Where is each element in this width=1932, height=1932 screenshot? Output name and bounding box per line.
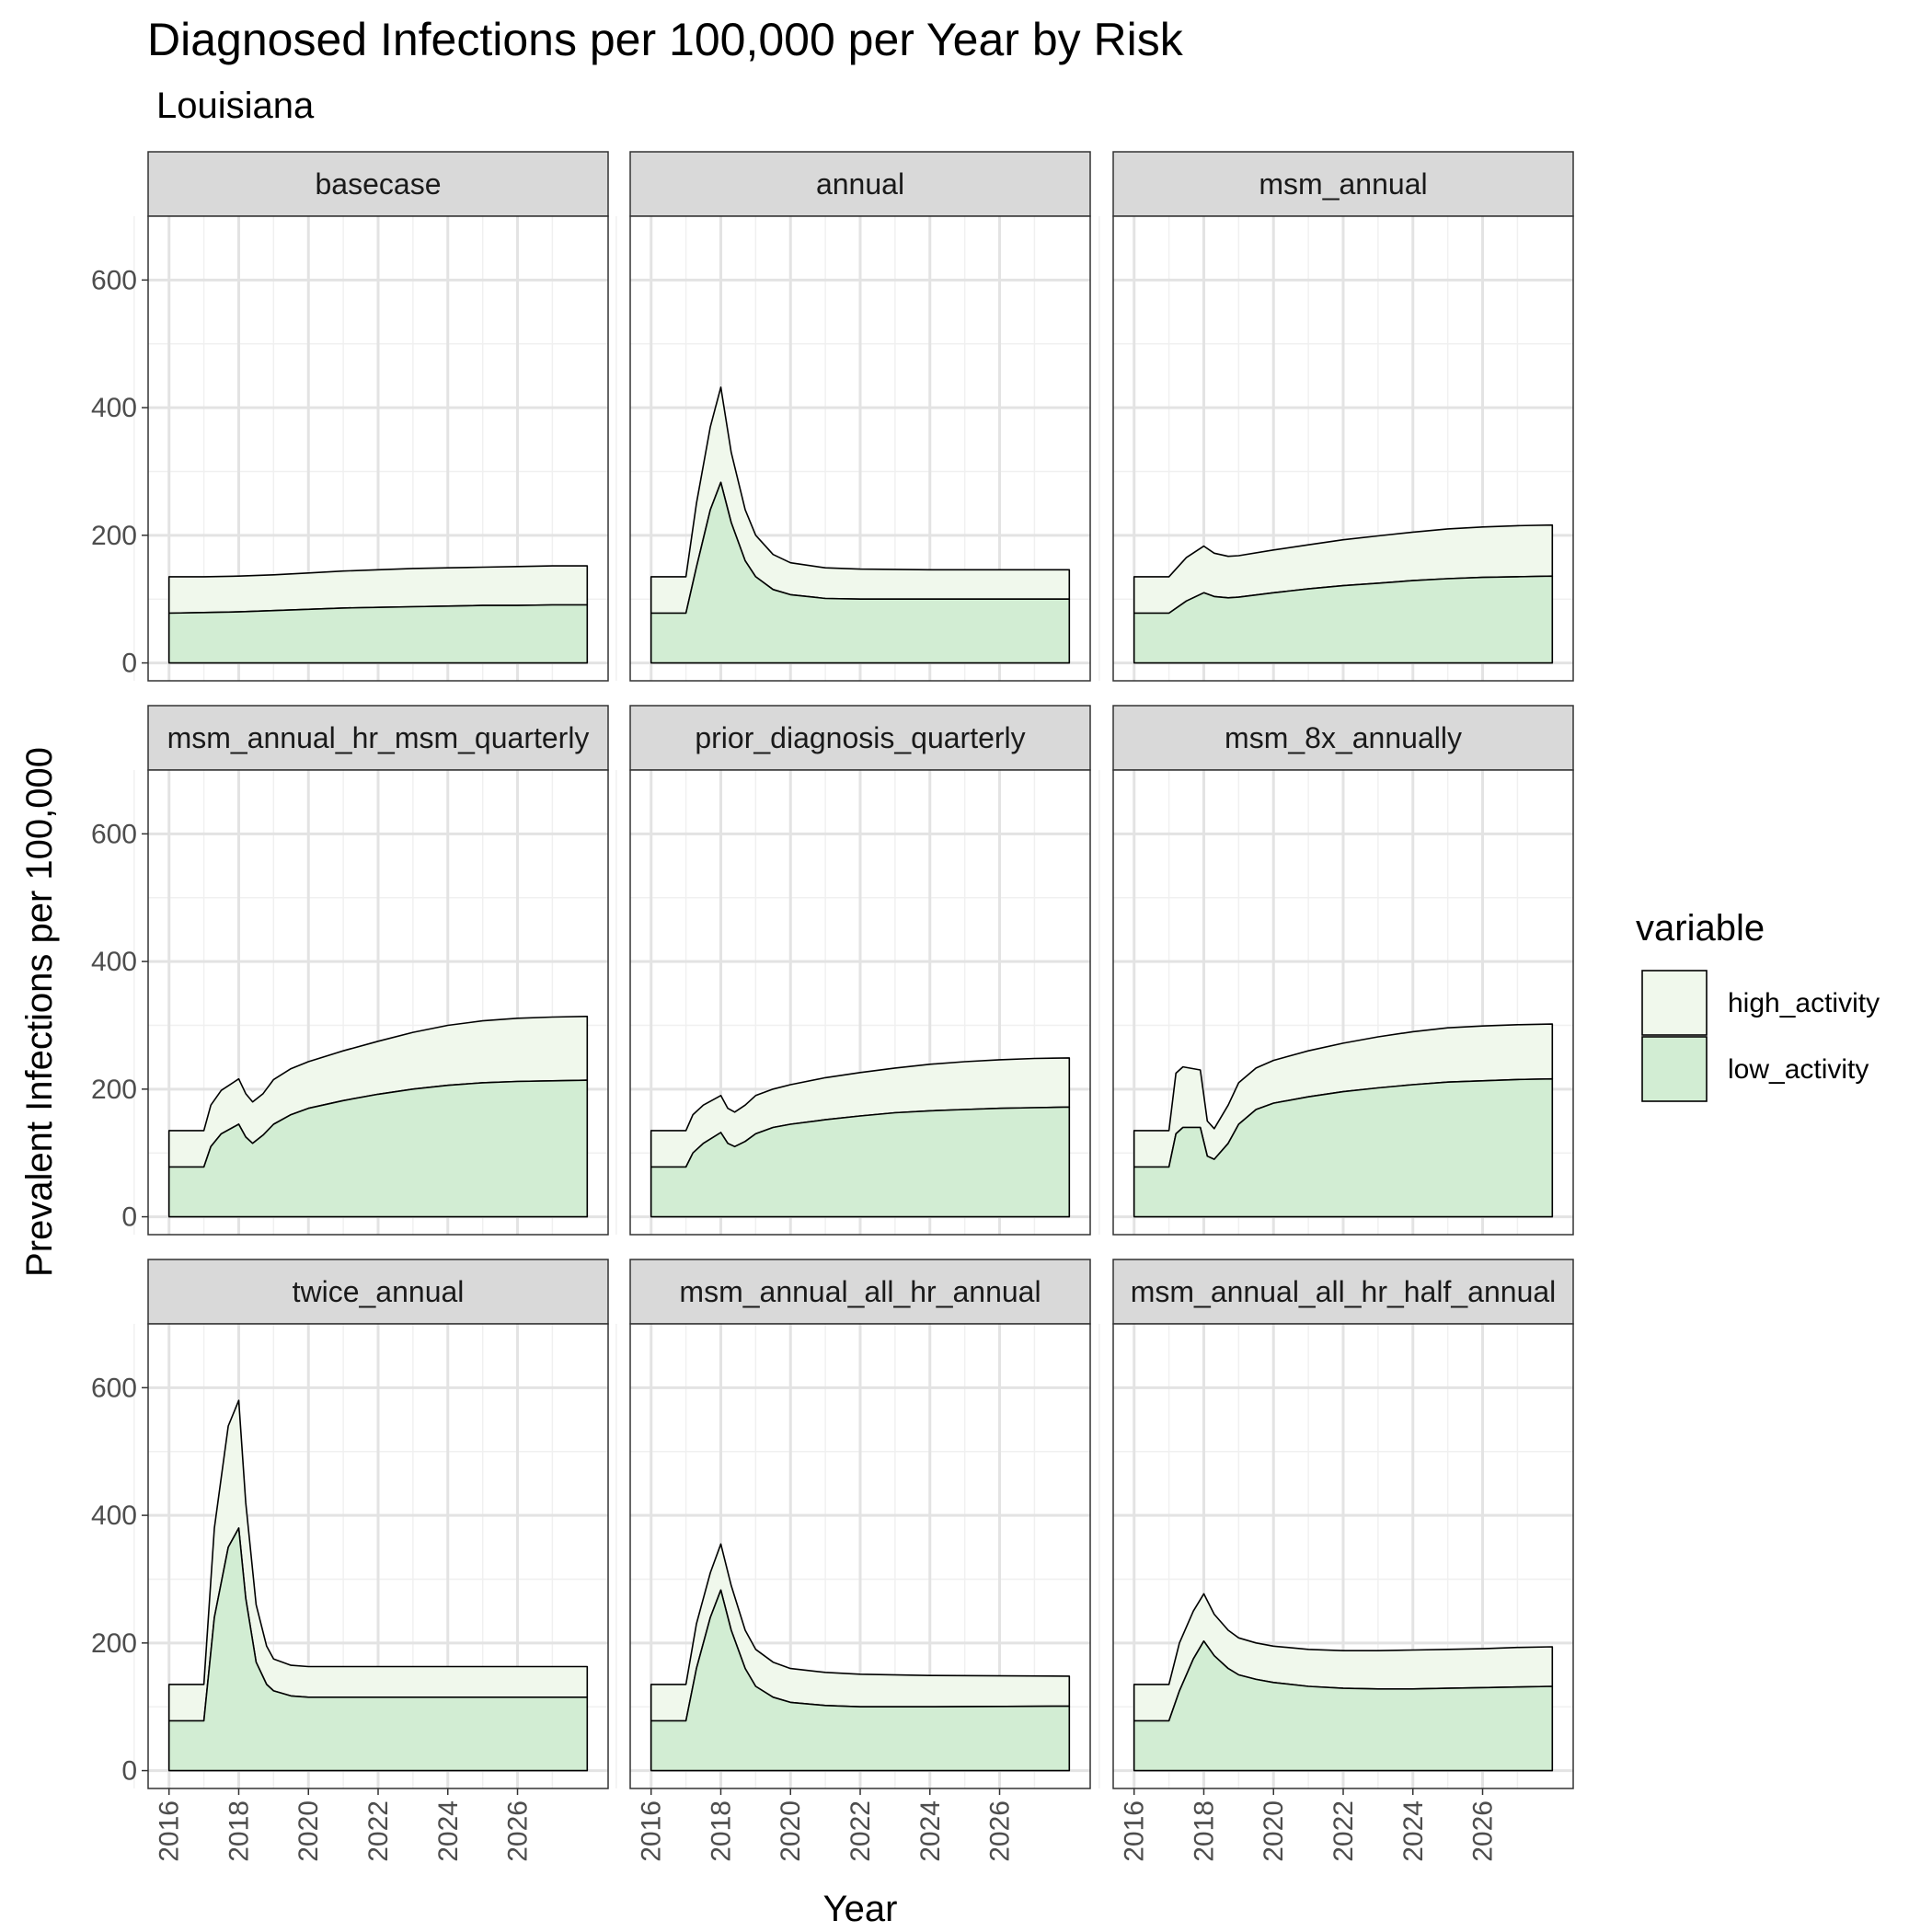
y-tick-label: 0	[121, 1202, 137, 1233]
facet-strip	[629, 705, 1091, 771]
panel-prior_diagnosis_quarterly: prior_diagnosis_quarterly	[615, 705, 1091, 1236]
panel-border	[1112, 215, 1574, 682]
x-tick-label: 2026	[1468, 1800, 1499, 1862]
area-low-activity	[167, 1527, 589, 1772]
x-tick-label: 2016	[1120, 1800, 1150, 1862]
facet-label: msm_annual_hr_msm_quarterly	[167, 721, 590, 754]
y-tick-label: 0	[121, 1756, 137, 1787]
x-tick-label: 2024	[433, 1800, 464, 1862]
x-tick-label: 2024	[915, 1800, 946, 1862]
legend: variable high_activity low_activity	[1636, 908, 1880, 1102]
facet-strip	[629, 151, 1091, 217]
panel-border	[629, 769, 1091, 1236]
legend-key-low-activity	[1641, 1036, 1708, 1102]
y-tick-label: 400	[91, 393, 137, 423]
legend-label: high_activity	[1728, 988, 1880, 1018]
facet-label: twice_annual	[293, 1275, 465, 1308]
area-low-activity	[1133, 1640, 1554, 1772]
x-tick-label: 2016	[155, 1800, 185, 1862]
x-tick-label: 2020	[1259, 1800, 1289, 1862]
y-tick-label: 600	[91, 1373, 137, 1403]
facet-label: msm_annual	[1259, 167, 1427, 201]
x-tick-label: 2018	[1190, 1800, 1220, 1862]
facet-strip	[147, 151, 609, 217]
area-low-activity	[167, 1079, 589, 1218]
panel-grid: basecase 0 200 400 600 annual msm_annual msm_an…	[91, 151, 1574, 1862]
panel-msm_annual_all_hr_half_annual: msm_annual_all_hr_half_annual 2016 2018 202…	[1098, 1259, 1574, 1862]
chart-subtitle: Louisiana	[156, 86, 315, 126]
facet-label: msm_8x_annually	[1225, 721, 1462, 754]
panel-msm_annual_hr_msm_quarterly: msm_annual_hr_msm_quarterly 0 200 400 600	[91, 705, 609, 1236]
area-low-activity	[167, 604, 589, 664]
facet-strip	[147, 1259, 609, 1325]
facet-label: prior_diagnosis_quarterly	[695, 721, 1025, 754]
area-low-activity	[650, 1106, 1071, 1218]
legend-label: low_activity	[1728, 1054, 1869, 1085]
panel-annual: annual	[615, 151, 1091, 682]
area-low-activity	[1133, 575, 1554, 664]
area-low-activity	[650, 1589, 1071, 1772]
x-tick-label: 2024	[1398, 1800, 1429, 1862]
area-low-activity	[1133, 1077, 1554, 1218]
x-axis-title: Year	[823, 1889, 898, 1929]
x-tick-label: 2020	[776, 1800, 806, 1862]
chart-title: Diagnosed Infections per 100,000 per Yea…	[147, 14, 1184, 65]
x-tick-label: 2022	[363, 1800, 394, 1862]
y-tick-label: 0	[121, 649, 137, 679]
facet-strip	[1112, 151, 1574, 217]
y-tick-label: 400	[91, 1501, 137, 1531]
x-tick-label: 2018	[224, 1800, 255, 1862]
y-axis-title: Prevalent Infections per 100,000	[19, 747, 60, 1277]
x-tick-label: 2022	[845, 1800, 876, 1862]
x-tick-label: 2022	[1328, 1800, 1359, 1862]
y-tick-label: 400	[91, 947, 137, 977]
facet-label: annual	[816, 167, 904, 201]
panel-border	[1112, 769, 1574, 1236]
y-tick-label: 200	[91, 1628, 137, 1659]
legend-key-high-activity	[1641, 970, 1708, 1036]
x-tick-label: 2020	[293, 1800, 324, 1862]
area-low-activity	[650, 481, 1071, 664]
panel-basecase: basecase 0 200 400 600	[91, 151, 609, 682]
y-tick-label: 600	[91, 819, 137, 849]
facet-label: msm_annual_all_hr_annual	[679, 1275, 1041, 1308]
facet-strip	[1112, 1259, 1574, 1325]
facet-label: msm_annual_all_hr_half_annual	[1131, 1275, 1557, 1308]
x-tick-label: 2016	[637, 1800, 667, 1862]
x-tick-label: 2026	[985, 1800, 1016, 1862]
panel-twice_annual: twice_annual 0 200 400 600 2016 2018 2020 2022 20…	[91, 1259, 609, 1862]
facet-label: basecase	[316, 167, 442, 201]
panel-border	[147, 769, 609, 1236]
x-tick-label: 2026	[503, 1800, 534, 1862]
y-tick-label: 200	[91, 1075, 137, 1105]
y-tick-label: 200	[91, 521, 137, 551]
facet-strip	[629, 1259, 1091, 1325]
panel-msm_8x_annually: msm_8x_annually	[1098, 705, 1574, 1236]
panel-msm_annual: msm_annual	[1098, 151, 1574, 682]
panel-msm_annual_all_hr_annual: msm_annual_all_hr_annual 2016 2018 2020 2022…	[615, 1259, 1091, 1862]
legend-title: variable	[1636, 908, 1765, 949]
y-tick-label: 600	[91, 265, 137, 295]
x-tick-label: 2018	[707, 1800, 737, 1862]
panel-border	[629, 215, 1091, 682]
panel-border	[147, 215, 609, 682]
